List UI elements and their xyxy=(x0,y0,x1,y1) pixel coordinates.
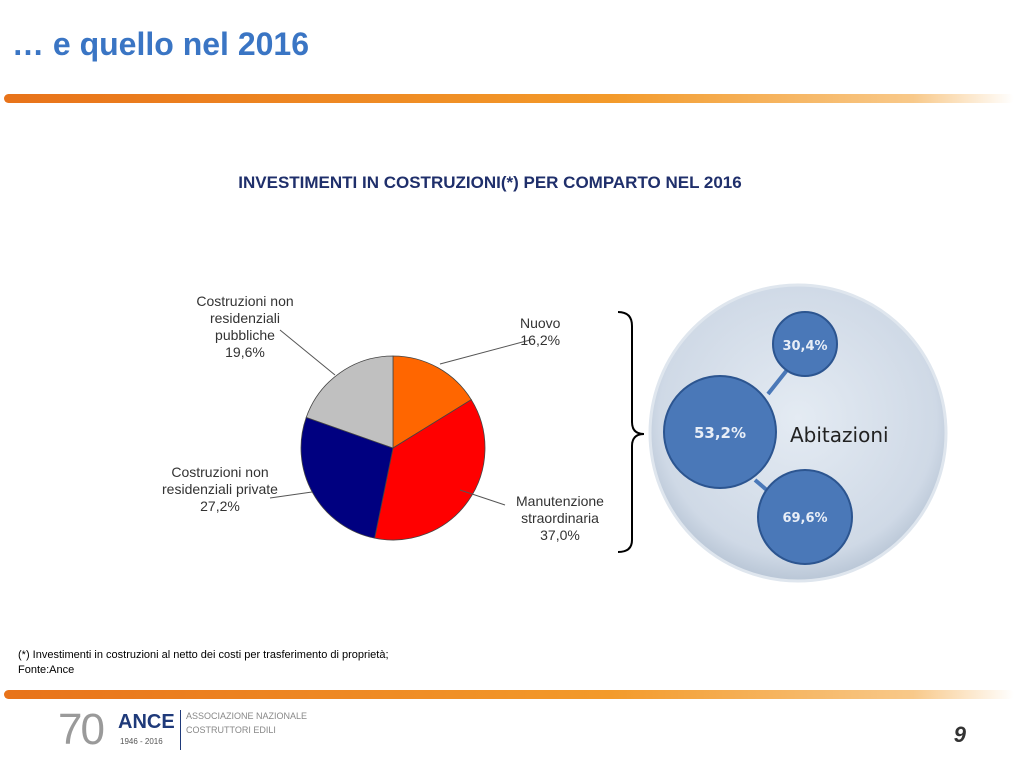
logo-line1: ASSOCIAZIONE NAZIONALE xyxy=(186,711,308,721)
bottom-divider xyxy=(4,690,1014,699)
logo-divider xyxy=(180,710,181,750)
slice-label-manutenzione: Manutenzione straordinaria 37,0% xyxy=(516,493,604,543)
logo-number: 70 xyxy=(58,705,105,754)
logo-line2: COSTRUTTORI EDILI xyxy=(186,725,276,735)
top-divider xyxy=(4,94,1014,103)
logo-years: 1946 - 2016 xyxy=(120,737,163,746)
abitazioni-circle xyxy=(648,283,948,583)
bubble-53 xyxy=(663,375,777,489)
bubble-69 xyxy=(757,469,853,565)
leader-line-nuovo xyxy=(439,339,531,365)
page-title: … e quello nel 2016 xyxy=(12,26,309,62)
pie-slice-3 xyxy=(305,355,394,449)
abitazioni-label: Abitazioni xyxy=(790,423,889,447)
pie-slice-0 xyxy=(392,355,472,449)
bubble-label-top: 30,4% xyxy=(782,339,827,354)
bubble-label-bottom: 69,6% xyxy=(782,511,827,526)
bubble-30 xyxy=(772,311,838,377)
slice-label-private: Costruzioni non residenziali private 27,2… xyxy=(162,464,278,514)
leader-line-private xyxy=(269,491,313,499)
source: Fonte:Ance xyxy=(18,664,75,676)
leader-line-manutenzione xyxy=(459,489,506,506)
chart-title: INVESTIMENTI IN COSTRUZIONI(*) PER COMPA… xyxy=(238,173,742,192)
ance-logo: 70 ANCE 1946 - 2016 ASSOCIAZIONE NAZIONA… xyxy=(58,706,338,756)
slice-label-pubbliche: Costruzioni non residenziali pubbliche 19… xyxy=(196,293,294,360)
pie-slice-2 xyxy=(300,416,394,539)
pie-slice-1 xyxy=(374,399,486,541)
page-number: 9 xyxy=(953,722,966,747)
bubble-label-share: 53,2% xyxy=(694,424,746,442)
leader-line-pubbliche xyxy=(279,329,336,376)
footnote: (*) Investimenti in costruzioni al netto… xyxy=(18,649,389,676)
logo-brand: ANCE xyxy=(118,711,175,733)
brace-bracket xyxy=(617,311,645,553)
slice-label-nuovo: Nuovo 16,2% xyxy=(520,315,561,348)
